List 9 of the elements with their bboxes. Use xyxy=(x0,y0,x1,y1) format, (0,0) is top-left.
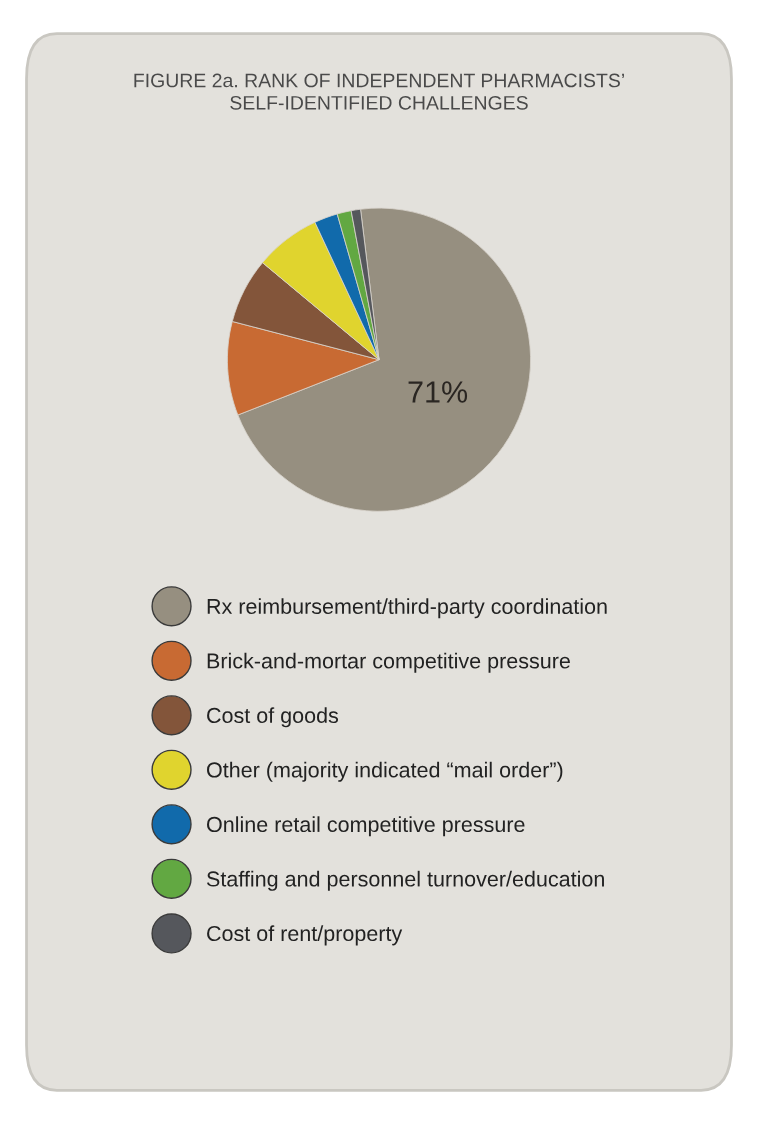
legend-label: Rx reimbursement/third-party coordination xyxy=(207,598,607,619)
chart-title: FIGURE 2a. RANK OF INDEPENDENT PHARMACISTS’ SELF-IDENTIFIED CHALLENGES xyxy=(134,73,624,110)
legend-label: Brick-and-mortar competitive pressure xyxy=(207,652,570,673)
legend-label: Cost of goods xyxy=(207,707,339,728)
legend-label: Cost of rent/property xyxy=(207,925,403,946)
data-label: 71% xyxy=(408,381,468,403)
legend-label: Online retail competitive pressure xyxy=(207,816,525,837)
legend-label: Staffing and personnel turnover/education xyxy=(206,870,604,891)
legend-label: Other (majority indicated “mail order”) xyxy=(207,761,563,782)
